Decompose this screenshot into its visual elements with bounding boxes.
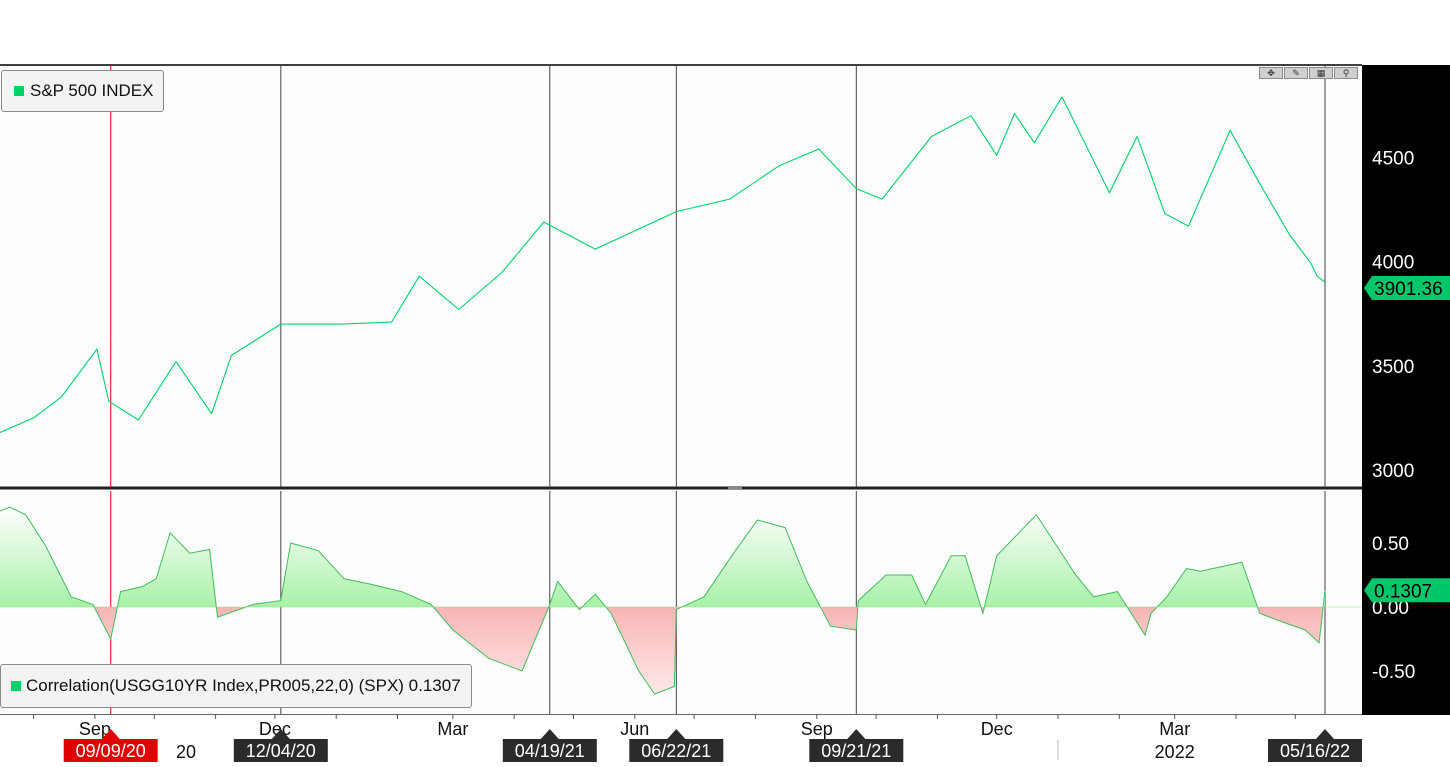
correlation-tick-label: 0.50 bbox=[1372, 534, 1409, 555]
date-tag-pointer bbox=[101, 729, 120, 739]
x-month-label: Mar bbox=[437, 719, 468, 739]
date-tag-box bbox=[63, 739, 158, 762]
draw-icon[interactable]: ✎ bbox=[1284, 67, 1308, 79]
x-month-label: Dec bbox=[981, 719, 1013, 739]
price-last-value-tag-shape bbox=[1364, 276, 1450, 300]
legend-swatch bbox=[11, 681, 21, 691]
date-tag-pointer bbox=[667, 729, 686, 739]
date-tag-label: 06/22/21 bbox=[641, 741, 711, 761]
correlation-legend-label: Correlation(USGG10YR Index,PR005,22,0) (… bbox=[26, 676, 461, 695]
x-axis-background bbox=[0, 715, 1450, 762]
sp500-line bbox=[0, 96, 1326, 434]
panel-resize-handle[interactable] bbox=[728, 486, 742, 489]
date-tag-box bbox=[1268, 739, 1362, 762]
correlation-tick-label: 0.00 bbox=[1372, 598, 1409, 619]
correlation-positive-area bbox=[0, 507, 1325, 607]
top-panel-background bbox=[0, 65, 1362, 487]
correlation-last-value-tag: 0.1307 bbox=[1364, 578, 1450, 603]
date-tag-box bbox=[629, 739, 724, 762]
x-month-label: Mar bbox=[1159, 719, 1190, 739]
y-axis-labels: 4500 4000 3500 3000 0.50 0.00 -0.50 3901.36 0.13… bbox=[1364, 148, 1450, 683]
correlation-negative-area bbox=[0, 607, 1325, 694]
date-tag-pointer bbox=[271, 729, 290, 739]
date-tag-label: 05/16/22 bbox=[1280, 741, 1350, 761]
date-tag-label: 09/09/20 bbox=[76, 741, 146, 761]
date-tag-0[interactable]: 09/09/20 bbox=[63, 729, 158, 762]
correlation-last-value-tag-text: 0.1307 bbox=[1374, 581, 1432, 602]
x-year-label: 2022 bbox=[1155, 742, 1195, 762]
correlation-last-value-tag-shape bbox=[1364, 578, 1450, 603]
date-tag-3[interactable]: 06/22/21 bbox=[629, 729, 724, 762]
price-tick-label: 3000 bbox=[1372, 461, 1414, 482]
right-axis-panel bbox=[1362, 65, 1450, 715]
x-month-label: Jun bbox=[620, 719, 649, 739]
date-tag-pointer bbox=[540, 729, 559, 739]
legend-swatch bbox=[14, 86, 24, 96]
date-tag-pointer bbox=[847, 729, 866, 739]
move-icon[interactable]: ✥ bbox=[1259, 67, 1283, 79]
date-tag-box bbox=[809, 739, 904, 762]
table-icon[interactable]: ▦ bbox=[1309, 67, 1333, 79]
date-tags: 09/09/20 12/04/20 04/19/21 06/22/21 09/21/21… bbox=[63, 729, 1362, 762]
date-tag-label: 12/04/20 bbox=[246, 741, 316, 761]
date-tag-2[interactable]: 04/19/21 bbox=[502, 729, 597, 762]
sp500-line-group bbox=[0, 96, 1326, 434]
date-tag-label: 04/19/21 bbox=[515, 741, 585, 761]
date-tag-label: 09/21/21 bbox=[821, 741, 891, 761]
sp500-legend-label: S&P 500 INDEX bbox=[30, 81, 154, 100]
date-tag-4[interactable]: 09/21/21 bbox=[809, 729, 904, 762]
date-tag-box bbox=[502, 739, 597, 762]
price-tick-label: 3500 bbox=[1372, 357, 1414, 378]
correlation-tick-label: -0.50 bbox=[1372, 662, 1415, 683]
correlation-line bbox=[0, 506, 1326, 695]
date-tag-5[interactable]: 05/16/22 bbox=[1268, 729, 1362, 762]
correlation-area bbox=[0, 506, 1362, 695]
date-tag-1[interactable]: 12/04/20 bbox=[233, 729, 328, 762]
price-tick-label: 4500 bbox=[1372, 148, 1414, 169]
price-last-value-tag: 3901.36 bbox=[1364, 276, 1450, 300]
x-month-label: Sep bbox=[801, 719, 833, 739]
x-month-label: Sep bbox=[79, 719, 111, 739]
correlation-legend[interactable]: Correlation(USGG10YR Index,PR005,22,0) (… bbox=[0, 664, 472, 708]
price-tick-label: 4000 bbox=[1372, 253, 1414, 274]
x-year-label-2020: 20 bbox=[176, 742, 196, 762]
price-last-value-tag-text: 3901.36 bbox=[1374, 279, 1443, 300]
date-tag-box bbox=[233, 739, 328, 762]
date-tag-pointer bbox=[1316, 729, 1334, 739]
zoom-icon[interactable]: ⚲ bbox=[1334, 67, 1358, 79]
sp500-legend[interactable]: S&P 500 INDEX bbox=[1, 70, 165, 112]
